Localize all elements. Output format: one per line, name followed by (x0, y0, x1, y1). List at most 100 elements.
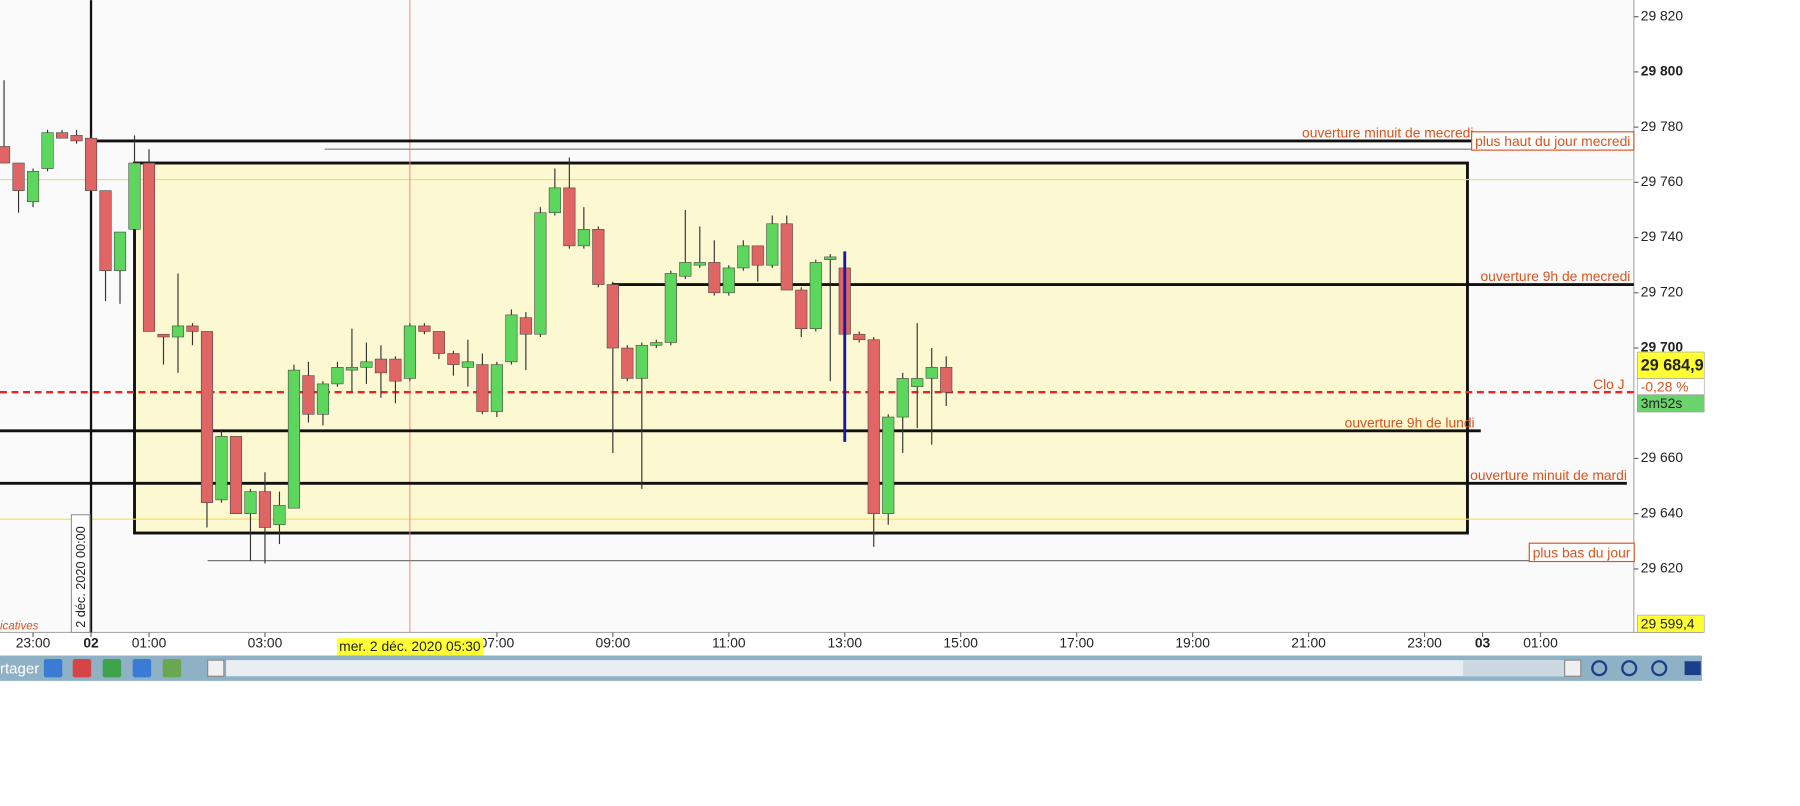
candle-body (244, 491, 257, 514)
candle-body (461, 361, 474, 368)
scroll-left[interactable] (207, 659, 225, 677)
price-tag (1637, 351, 1705, 379)
candle-body (55, 132, 69, 139)
annotation-label: ouverture 9h de lundi (1345, 415, 1475, 431)
price-tag (1637, 614, 1705, 633)
icon[interactable] (1684, 661, 1701, 676)
candle-body (911, 378, 924, 387)
x-tick-label: 07:00 (480, 635, 515, 651)
candle-body (302, 375, 315, 415)
candle-body (84, 137, 98, 191)
y-tick-label: 29 700 (1641, 339, 1684, 355)
candle-body (751, 245, 764, 266)
candle-body (621, 347, 634, 379)
zoom-fit[interactable] (1591, 660, 1608, 677)
candle-body (229, 436, 243, 514)
y-tick-label: 29 660 (1641, 449, 1684, 465)
annotation-label: ouverture minuit de mecredi (1302, 125, 1473, 141)
candle-body (418, 325, 431, 332)
y-tick-label: 29 760 (1641, 173, 1684, 189)
scrollbar[interactable] (226, 660, 1565, 677)
day-label: 2 déc. 2020 00:00 (74, 526, 88, 628)
candle-body (577, 229, 590, 247)
candle-body (853, 333, 866, 341)
scroll-thumb[interactable] (1463, 660, 1565, 677)
candle-body (215, 436, 228, 501)
candle-body (374, 358, 387, 374)
x-tick-label: 03:00 (248, 635, 283, 651)
toolbar-text: rtager (0, 660, 39, 677)
x-tick-label: 03 (1475, 635, 1491, 651)
y-tick-label: 29 720 (1641, 283, 1684, 299)
candle-body (0, 146, 11, 164)
candle-body (389, 358, 402, 382)
y-tick-label: 29 740 (1641, 228, 1684, 244)
candle-body (693, 262, 706, 266)
y-tick-label: 29 640 (1641, 504, 1684, 520)
icon[interactable] (43, 658, 63, 678)
price-tag-label: 29 684,9 (1641, 357, 1704, 375)
x-tick-label: 17:00 (1059, 635, 1094, 651)
y-tick-label: 29 820 (1641, 7, 1684, 23)
candle-body (128, 162, 141, 230)
annotation-label: plus bas du jour (1533, 544, 1631, 560)
candle-body (26, 171, 40, 202)
candle-body (737, 245, 750, 269)
candle-body (708, 262, 721, 294)
zoom-in[interactable] (1651, 660, 1668, 677)
price-tag (1637, 394, 1705, 413)
annotation-box (1471, 131, 1635, 151)
candle-body (925, 367, 938, 379)
candle-body (403, 325, 416, 379)
x-tick-label: 19:00 (1175, 635, 1210, 651)
icon[interactable] (162, 658, 182, 678)
candle-body (650, 342, 663, 346)
x-tick-label: 01:00 (132, 635, 167, 651)
candle-body (940, 367, 953, 393)
candle-body (200, 331, 214, 503)
candle-body (70, 135, 83, 142)
candle-body (548, 187, 561, 214)
annotation-label: ouverture minuit de mardi (1470, 467, 1627, 483)
candle-body (447, 353, 460, 365)
candle-body (606, 284, 619, 349)
candle-body (592, 229, 605, 285)
candle-body (113, 231, 127, 271)
scroll-right[interactable] (1564, 659, 1582, 677)
icon[interactable] (72, 658, 92, 678)
price-tag-label: -0,28 % (1641, 378, 1689, 394)
zoom-out[interactable] (1621, 660, 1638, 677)
candle-body (490, 364, 503, 412)
candle-body (273, 505, 286, 526)
candle-body (171, 325, 185, 338)
crosshair-label-box (336, 638, 484, 656)
price-axis (1633, 0, 1704, 656)
candle-body (534, 212, 547, 335)
x-tick-label: 13:00 (827, 635, 862, 651)
y-tick-label: 29 620 (1641, 560, 1684, 576)
y-tick-label: 29 800 (1641, 63, 1684, 79)
candle-body (41, 132, 54, 169)
candle-body (345, 367, 358, 371)
candle-body (99, 190, 112, 271)
candle-body (795, 289, 808, 329)
candle-body (360, 361, 373, 368)
candle-body (824, 256, 837, 260)
icon[interactable] (102, 658, 122, 678)
annotation-box (1528, 542, 1635, 563)
candle-body (505, 314, 518, 363)
candle-body (432, 331, 445, 354)
y-tick-label: 29 780 (1641, 118, 1684, 134)
plot (0, 0, 1634, 633)
annotation-label: ouverture 9h de mecredi (1480, 268, 1630, 284)
candle-body (476, 364, 489, 412)
candle-body (258, 491, 272, 528)
icon[interactable] (132, 658, 152, 678)
price-tag-label: 29 599,4 (1641, 616, 1695, 632)
candle-body (867, 339, 880, 514)
candle-body (809, 262, 822, 329)
price-tag-label: 3m52s (1641, 395, 1683, 411)
candle-body (331, 367, 344, 385)
x-tick-label: 23:00 (1407, 635, 1442, 651)
x-tick-label: 21:00 (1291, 635, 1326, 651)
